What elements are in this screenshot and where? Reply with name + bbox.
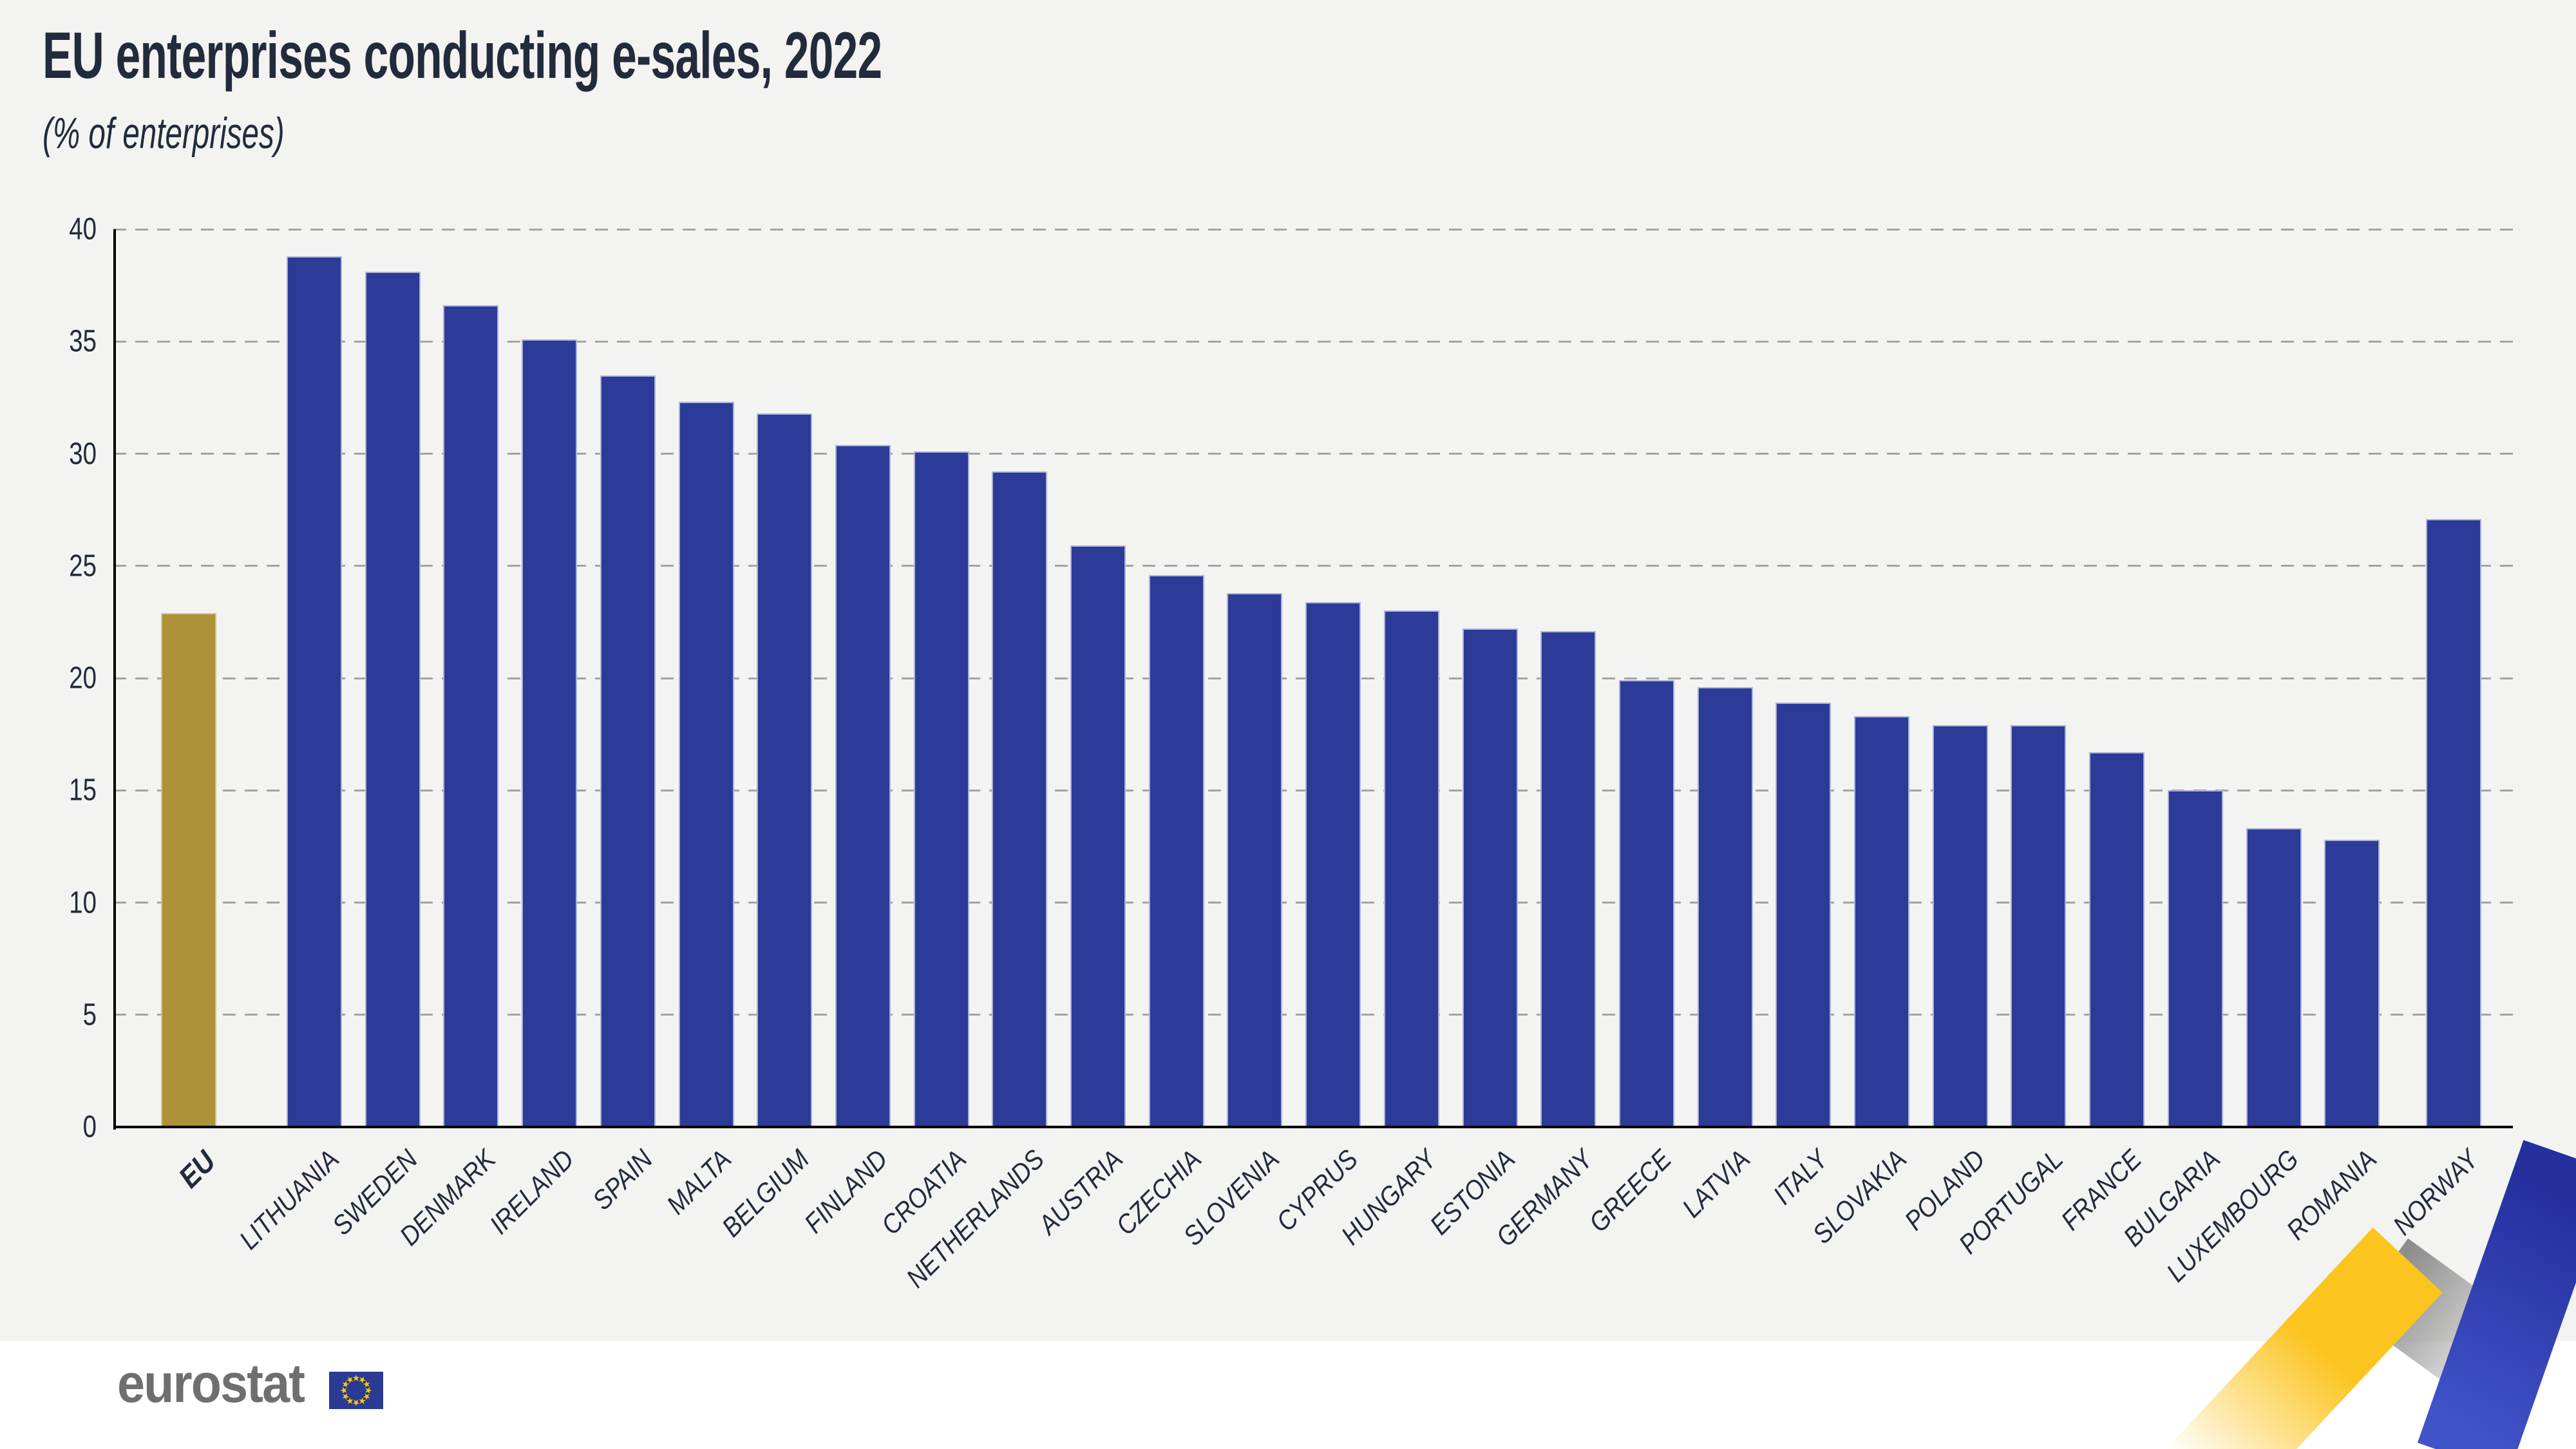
bar-poland: [1932, 725, 1988, 1127]
bar-luxembourg: [2246, 828, 2302, 1127]
bar-cyprus: [1305, 601, 1361, 1127]
bar-spain: [600, 375, 656, 1127]
bar-sweden: [365, 272, 421, 1127]
bar-czechia: [1148, 574, 1204, 1127]
x-label-netherlands: NETHERLANDS: [900, 1144, 1050, 1294]
x-label-lithuania: LITHUANIA: [233, 1144, 345, 1255]
chart-title: EU enterprises conducting e-sales, 2022: [43, 19, 882, 92]
gridline-30: [113, 453, 2513, 455]
footer-band: [0, 1341, 2576, 1449]
bar-greece: [1618, 680, 1674, 1127]
eurostat-logo: eurostat: [117, 1353, 384, 1414]
gridline-25: [113, 565, 2513, 567]
bar-eu: [161, 612, 216, 1127]
bar-belgium: [757, 413, 813, 1127]
y-tick-label-5: 5: [82, 998, 97, 1032]
y-tick-label-25: 25: [69, 549, 97, 583]
x-label-eu: EU: [172, 1144, 222, 1195]
chart-subtitle: (% of enterprises): [43, 109, 285, 158]
x-label-norway: NORWAY: [2387, 1144, 2485, 1241]
bar-austria: [1070, 545, 1126, 1127]
bar-bulgaria: [2167, 790, 2223, 1127]
y-tick-label-20: 20: [69, 661, 97, 696]
y-tick-label-30: 30: [69, 437, 97, 471]
bar-latvia: [1697, 687, 1753, 1127]
bar-norway: [2426, 518, 2481, 1127]
bar-netherlands: [992, 471, 1048, 1127]
gridline-35: [113, 340, 2513, 343]
x-label-malta: MALTA: [660, 1144, 737, 1220]
bar-portugal: [2011, 725, 2067, 1127]
bar-france: [2089, 752, 2145, 1127]
y-tick-label-15: 15: [69, 773, 97, 808]
bar-denmark: [443, 305, 499, 1127]
bar-slovakia: [1854, 716, 1909, 1127]
y-tick-label-0: 0: [82, 1110, 97, 1144]
x-label-greece: GREECE: [1583, 1144, 1678, 1238]
x-label-latvia: LATVIA: [1676, 1144, 1756, 1224]
y-tick-label-40: 40: [69, 212, 97, 247]
bar-finland: [835, 444, 891, 1127]
bar-croatia: [913, 451, 969, 1127]
x-label-spain: SPAIN: [586, 1144, 659, 1216]
y-axis-line: [113, 229, 116, 1130]
eurostat-logo-text: eurostat: [117, 1353, 305, 1414]
x-label-finland: FINLAND: [798, 1144, 894, 1239]
bar-ireland: [522, 339, 578, 1127]
bar-germany: [1540, 630, 1596, 1127]
bar-lithuania: [287, 256, 342, 1127]
bar-hungary: [1383, 611, 1439, 1127]
y-tick-label-35: 35: [69, 324, 97, 359]
gridline-40: [113, 228, 2513, 231]
bar-italy: [1776, 703, 1832, 1127]
y-tick-label-10: 10: [69, 886, 97, 920]
x-axis-line: [113, 1126, 2513, 1128]
bar-estonia: [1462, 629, 1518, 1127]
x-label-ireland: IRELAND: [484, 1144, 580, 1240]
eu-flag-icon: [329, 1372, 384, 1409]
x-label-austria: AUSTRIA: [1032, 1144, 1129, 1240]
bar-romania: [2324, 839, 2380, 1127]
bar-malta: [678, 402, 734, 1127]
x-label-italy: ITALY: [1767, 1144, 1834, 1211]
bar-slovenia: [1227, 592, 1283, 1127]
